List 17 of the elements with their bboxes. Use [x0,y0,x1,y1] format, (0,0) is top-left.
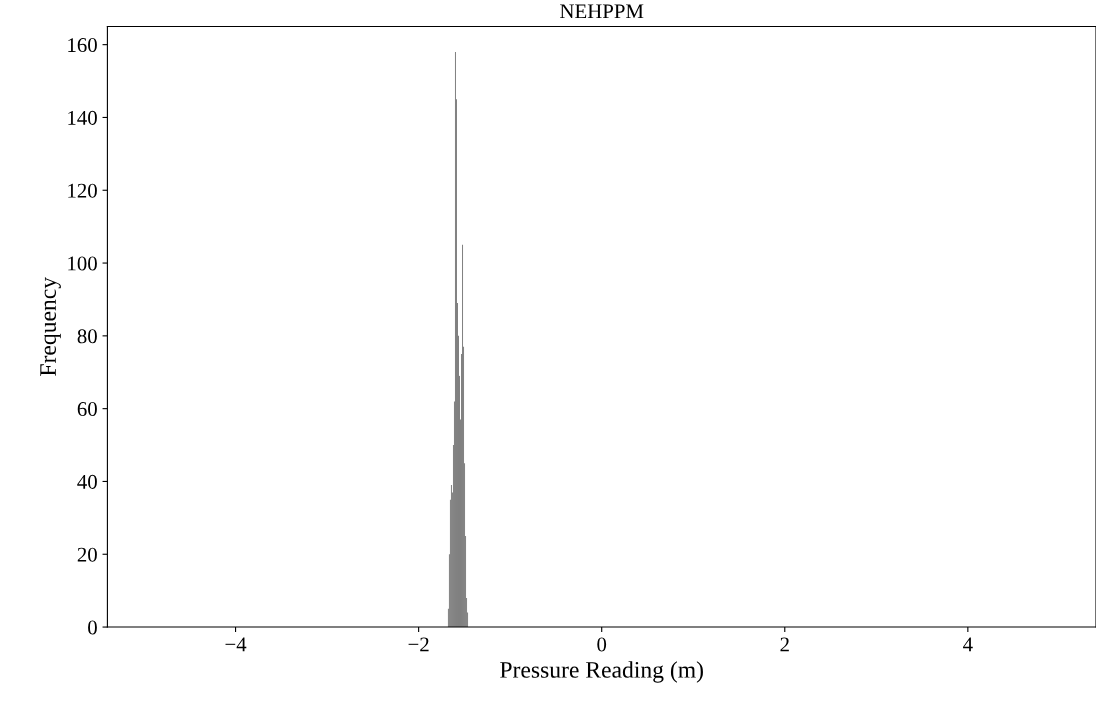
x-axis-title: Pressure Reading (m) [500,661,703,683]
y-tick-label: 40 [77,474,97,489]
y-tick-label: 60 [77,402,97,417]
x-tick-label: −4 [225,637,247,652]
y-tick-label: 140 [68,110,97,125]
y-tick-label: 80 [77,329,97,344]
y-tick-label: 120 [68,183,97,198]
y-axis-title: Frequency [40,277,61,376]
y-tick-label: 160 [68,38,97,53]
y-tick-label: 100 [68,256,97,271]
chart-title: NEHPPM [560,4,644,19]
x-tick-label: 4 [963,637,973,652]
x-tick-label: 0 [597,637,607,652]
x-tick-label: −2 [408,637,429,652]
y-tick-label: 20 [77,547,97,562]
y-tick-label: 0 [88,620,97,635]
x-tick-label: 2 [780,637,789,652]
